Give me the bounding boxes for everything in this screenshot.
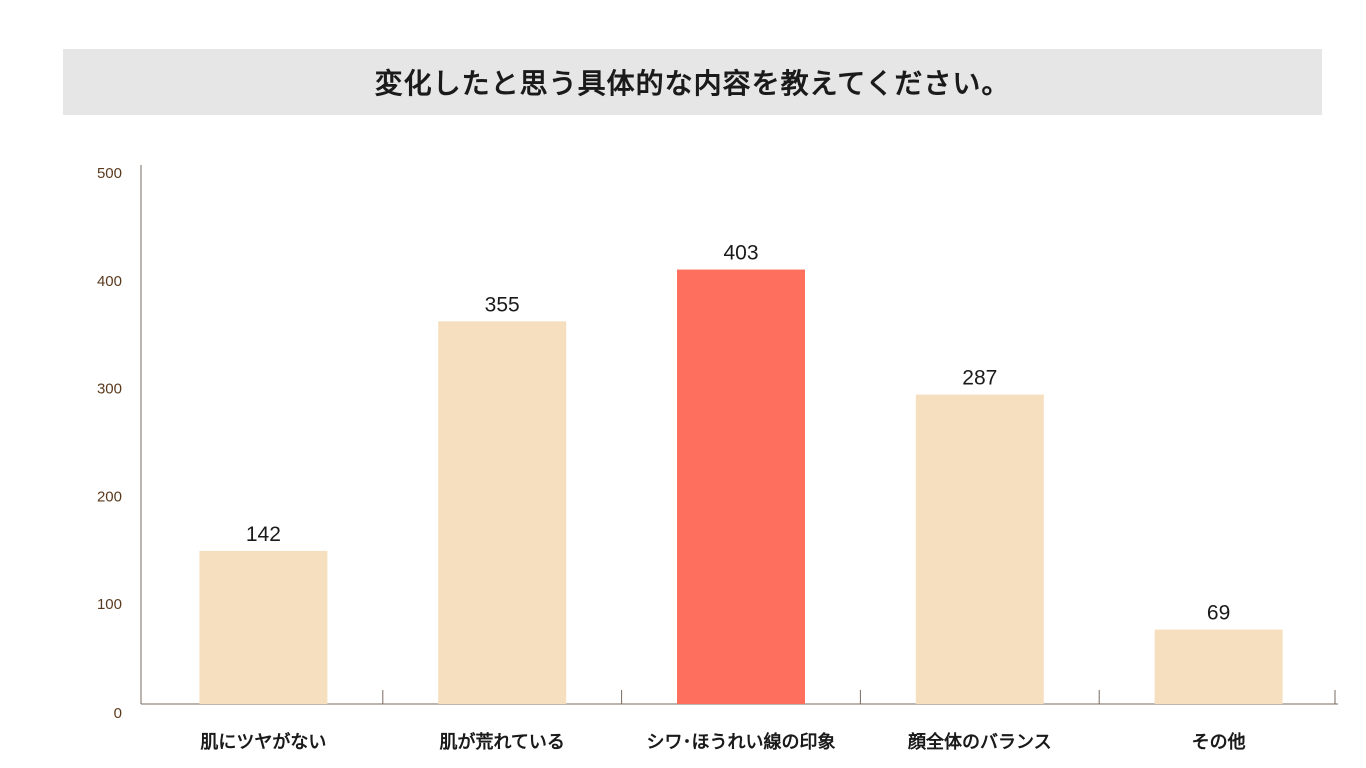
title-banner: 変化したと思う具体的な内容を教えてください。 bbox=[63, 49, 1322, 115]
bar bbox=[438, 321, 567, 704]
x-category-label: 肌が荒れている bbox=[439, 731, 564, 753]
bar bbox=[1154, 629, 1283, 704]
x-category-label: 顔全体のバランス bbox=[907, 731, 1052, 753]
y-tick-label: 100 bbox=[97, 596, 122, 613]
bar bbox=[199, 550, 328, 704]
x-category-label: その他 bbox=[1192, 731, 1246, 753]
bar bbox=[677, 269, 805, 704]
y-tick-label: 200 bbox=[97, 488, 122, 505]
y-tick-label: 0 bbox=[114, 705, 122, 722]
data-label: 142 bbox=[246, 523, 281, 546]
y-tick-label: 300 bbox=[97, 381, 122, 398]
data-label: 69 bbox=[1207, 602, 1230, 625]
y-tick-label: 500 bbox=[97, 165, 122, 182]
x-category-label: シワ･ほうれい線の印象 bbox=[647, 731, 836, 753]
x-category-label: 肌にツヤがない bbox=[200, 731, 326, 753]
data-label: 355 bbox=[485, 293, 520, 316]
data-label: 403 bbox=[723, 242, 758, 265]
bar bbox=[915, 394, 1044, 704]
data-label: 287 bbox=[962, 367, 997, 390]
y-tick-label: 400 bbox=[97, 273, 122, 290]
chart-title: 変化したと思う具体的な内容を教えてください。 bbox=[374, 67, 1011, 100]
